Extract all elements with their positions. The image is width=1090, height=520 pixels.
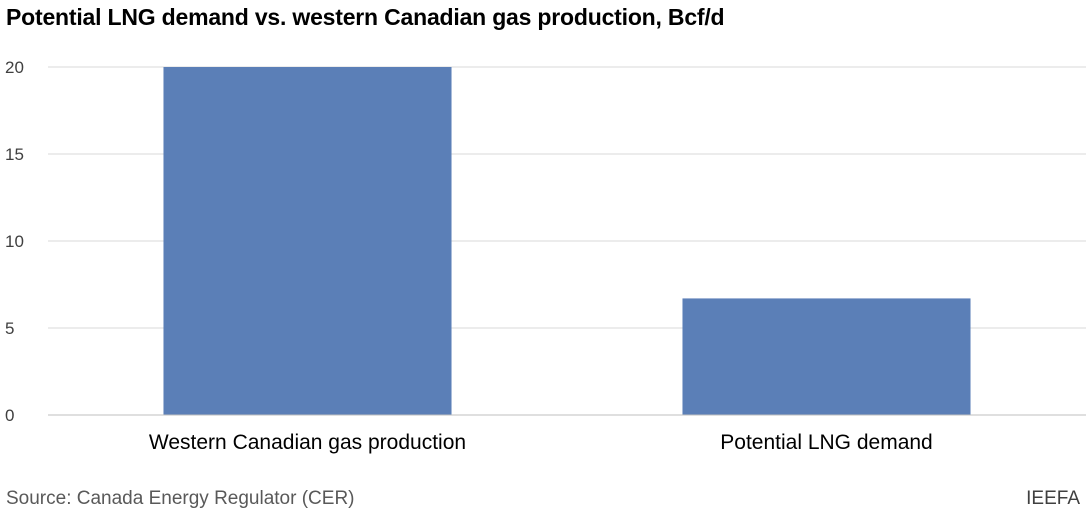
y-tick-label: 10: [5, 232, 24, 251]
y-tick-label: 0: [5, 406, 14, 425]
bars: [163, 67, 971, 415]
y-tick-label: 15: [5, 145, 24, 164]
bar: [163, 67, 452, 415]
category-label: Western Canadian gas production: [149, 431, 466, 454]
bar: [682, 298, 971, 415]
chart-title: Potential LNG demand vs. western Canadia…: [6, 4, 725, 30]
y-tick-label: 5: [5, 319, 14, 338]
y-tick-label: 20: [5, 58, 24, 77]
category-label: Potential LNG demand: [720, 431, 932, 454]
brand-label: IEEFA: [1026, 488, 1080, 509]
source-note: Source: Canada Energy Regulator (CER): [6, 488, 355, 509]
y-tick-labels: 0 5 10 15 20: [5, 58, 24, 425]
category-labels: Western Canadian gas production Potential…: [149, 431, 933, 454]
